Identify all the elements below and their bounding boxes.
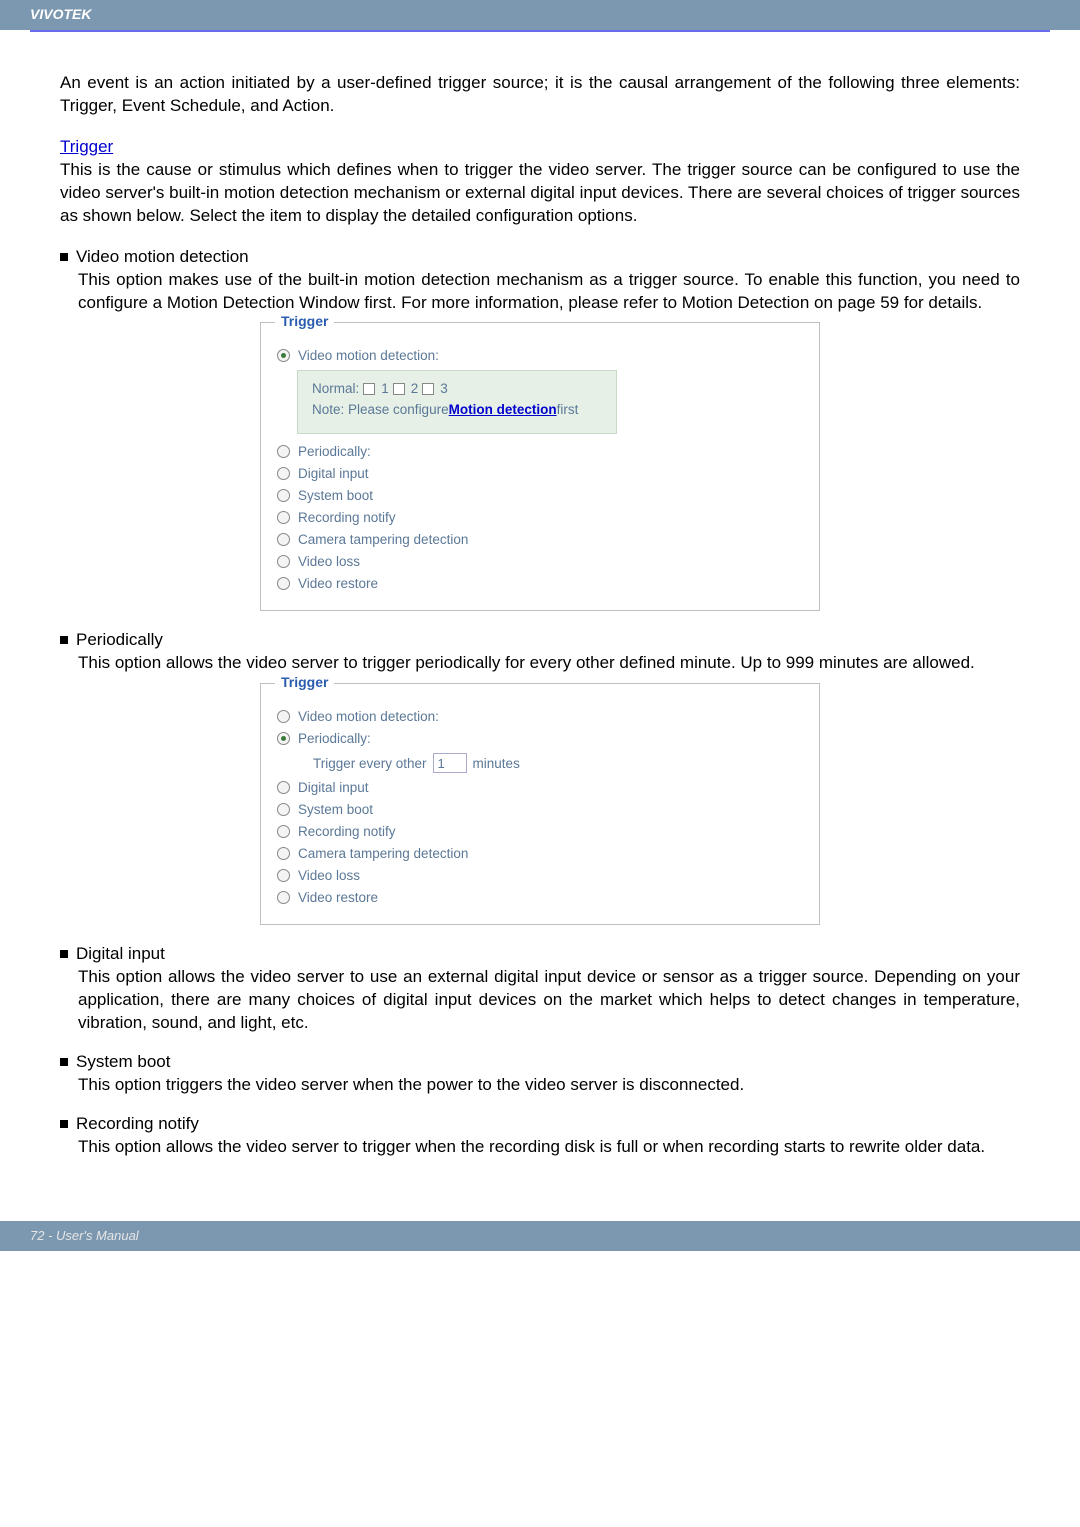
radio-label: Recording notify	[298, 824, 396, 839]
radio-icon[interactable]	[277, 891, 290, 904]
radio-icon[interactable]	[277, 467, 290, 480]
radio-icon[interactable]	[277, 577, 290, 590]
bullet-icon	[60, 253, 68, 261]
header-separator	[30, 30, 1050, 32]
radio-icon[interactable]	[277, 869, 290, 882]
motion-detection-link[interactable]: Motion detection	[449, 402, 557, 417]
radio-icon[interactable]	[277, 445, 290, 458]
radio-icon[interactable]	[277, 803, 290, 816]
radio-icon[interactable]	[277, 781, 290, 794]
radio-icon[interactable]	[277, 555, 290, 568]
radio-label: Video loss	[298, 554, 360, 569]
bullet-icon	[60, 1058, 68, 1066]
radio-row-vrestore2[interactable]: Video restore	[277, 890, 803, 905]
checkbox-2[interactable]	[393, 383, 405, 395]
bullet-icon	[60, 950, 68, 958]
radio-label: Video restore	[298, 890, 378, 905]
radio-label: Video restore	[298, 576, 378, 591]
recnotify-title: Recording notify	[76, 1113, 199, 1136]
checkbox-1[interactable]	[363, 383, 375, 395]
periodically-desc: This option allows the video server to t…	[78, 652, 1020, 675]
system-title: System boot	[76, 1051, 171, 1074]
radio-selected-icon[interactable]	[277, 732, 290, 745]
radio-label: Camera tampering detection	[298, 532, 468, 547]
radio-icon[interactable]	[277, 847, 290, 860]
digital-title: Digital input	[76, 943, 165, 966]
radio-icon[interactable]	[277, 489, 290, 502]
trigger-fieldset-2: Video motion detection: Periodically: Tr…	[260, 683, 820, 925]
radio-row-vrestore[interactable]: Video restore	[277, 576, 803, 591]
recnotify-desc: This option allows the video server to t…	[78, 1136, 1020, 1159]
normal-label: Normal:	[312, 381, 359, 396]
footer-band: 72 - User's Manual	[0, 1221, 1080, 1251]
bullet-icon	[60, 636, 68, 644]
vmd-title: Video motion detection	[76, 246, 249, 269]
radio-icon[interactable]	[277, 533, 290, 546]
radio-label: Digital input	[298, 466, 369, 481]
radio-row-recnotify[interactable]: Recording notify	[277, 510, 803, 525]
header-band: VIVOTEK	[0, 0, 1080, 30]
trigger-desc: This is the cause or stimulus which defi…	[60, 159, 1020, 228]
radio-label: System boot	[298, 802, 373, 817]
radio-row-tamper[interactable]: Camera tampering detection	[277, 532, 803, 547]
radio-row-periodically[interactable]: Periodically:	[277, 444, 803, 459]
trigger-minutes-input[interactable]	[433, 753, 467, 773]
radio-row-system2[interactable]: System boot	[277, 802, 803, 817]
vmd-desc: This option makes use of the built-in mo…	[78, 269, 1020, 315]
radio-row-vmd2[interactable]: Video motion detection:	[277, 709, 803, 724]
trigger-every-row: Trigger every other minutes	[313, 753, 803, 773]
checkbox-3[interactable]	[422, 383, 434, 395]
intro-paragraph: An event is an action initiated by a use…	[60, 72, 1020, 118]
brand-text: VIVOTEK	[30, 6, 91, 22]
radio-label: Periodically:	[298, 444, 371, 459]
bullet-icon	[60, 1120, 68, 1128]
vmd-panel: Normal: 1 2 3 Note: Please configure Mot…	[297, 370, 617, 434]
radio-icon[interactable]	[277, 511, 290, 524]
cb-label-2: 2	[411, 381, 419, 396]
trigger-every-suffix: minutes	[473, 756, 520, 771]
radio-row-system[interactable]: System boot	[277, 488, 803, 503]
radio-row-vmd[interactable]: Video motion detection:	[277, 348, 803, 363]
radio-label: System boot	[298, 488, 373, 503]
radio-label: Video motion detection:	[298, 348, 439, 363]
radio-label: Digital input	[298, 780, 369, 795]
radio-label: Recording notify	[298, 510, 396, 525]
radio-icon[interactable]	[277, 710, 290, 723]
radio-selected-icon[interactable]	[277, 349, 290, 362]
radio-label: Video loss	[298, 868, 360, 883]
note-prefix: Note: Please configure	[312, 402, 449, 417]
radio-row-recnotify2[interactable]: Recording notify	[277, 824, 803, 839]
trigger-fieldset-1: Video motion detection: Normal: 1 2 3 No…	[260, 322, 820, 611]
radio-row-digital[interactable]: Digital input	[277, 466, 803, 481]
radio-row-tamper2[interactable]: Camera tampering detection	[277, 846, 803, 861]
radio-label: Periodically:	[298, 731, 371, 746]
footer-text: 72 - User's Manual	[30, 1228, 139, 1243]
radio-row-digital2[interactable]: Digital input	[277, 780, 803, 795]
radio-icon[interactable]	[277, 825, 290, 838]
trigger-heading[interactable]: Trigger	[60, 136, 1020, 159]
radio-label: Camera tampering detection	[298, 846, 468, 861]
radio-row-vloss2[interactable]: Video loss	[277, 868, 803, 883]
cb-label-3: 3	[440, 381, 448, 396]
radio-label: Video motion detection:	[298, 709, 439, 724]
system-desc: This option triggers the video server wh…	[78, 1074, 1020, 1097]
periodically-title: Periodically	[76, 629, 163, 652]
radio-row-vloss[interactable]: Video loss	[277, 554, 803, 569]
radio-row-periodically2[interactable]: Periodically:	[277, 731, 803, 746]
note-suffix: first	[557, 402, 579, 417]
cb-label-1: 1	[381, 381, 389, 396]
digital-desc: This option allows the video server to u…	[78, 966, 1020, 1035]
trigger-every-prefix: Trigger every other	[313, 756, 427, 771]
